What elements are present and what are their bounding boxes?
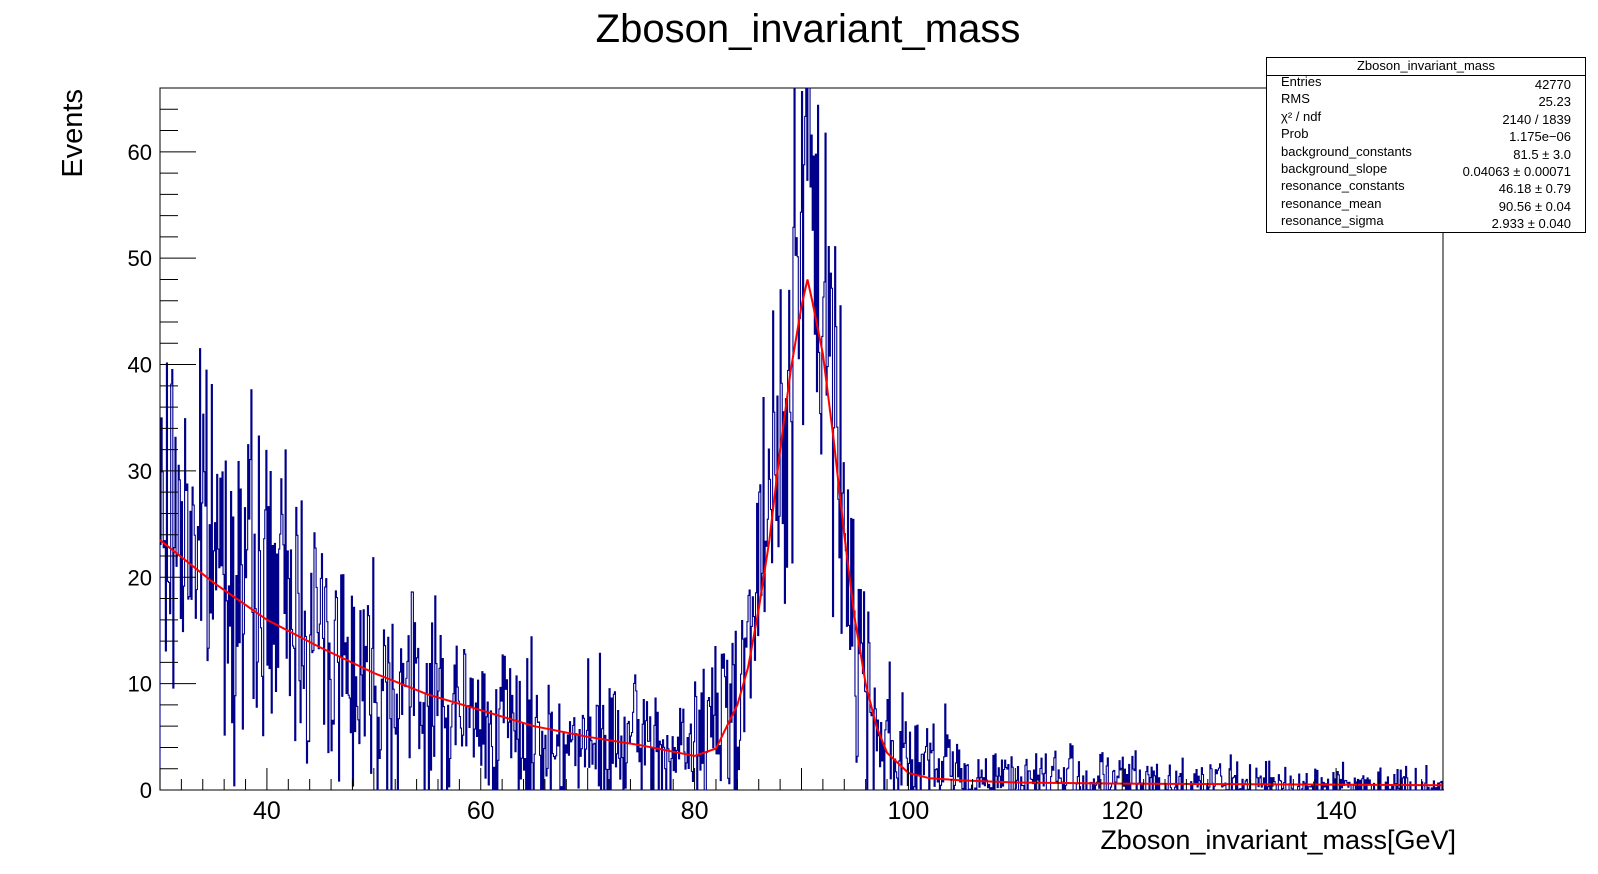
stats-key: RMS [1281,91,1310,107]
stats-row: resonance_mean 90.56 ± 0.04 [1267,195,1585,215]
x-tick-label: 40 [253,797,281,825]
stats-key: Prob [1281,126,1309,142]
stats-row: resonance_sigma 2.933 ± 0.040 [1267,213,1585,232]
stats-key: background_slope [1281,160,1388,176]
stats-key: resonance_mean [1281,195,1382,211]
y-tick-label: 10 [128,672,152,697]
stats-value: 81.5 ± 3.0 [1513,146,1571,162]
stats-value: 42770 [1534,77,1571,92]
x-axis-label: Zboson_invariant_mass[GeV] [1100,825,1456,855]
stats-row: background_slope 0.04063 ± 0.00071 [1267,160,1585,180]
stats-value: 0.04063 ± 0.00071 [1462,163,1571,179]
chart-title: Zboson_invariant_mass [596,7,1021,51]
x-tick-label: 60 [467,797,495,825]
x-tick-label: 80 [681,797,709,825]
fit-curve [159,279,1444,787]
x-tick-label: 100 [888,797,930,825]
histogram-series [159,87,1445,791]
y-tick-label: 60 [128,140,152,165]
stats-row: background_constants 81.5 ± 3.0 [1267,143,1585,163]
stats-value: 46.18 ± 0.79 [1498,181,1571,197]
stats-row: Entries 42770 [1267,74,1585,93]
stats-value: 25.23 [1538,94,1571,110]
stats-row: χ² / ndf 2140 / 1839 [1267,108,1585,128]
stats-row: RMS 25.23 [1267,91,1585,110]
stats-value: 2140 / 1839 [1502,111,1571,127]
stats-box: Zboson_invariant_mass Entries 42770 RMS 25.… [1266,57,1586,233]
axes: 0 10 20 30 40 50 60 40 60 80 100 120 140 [128,87,1444,825]
stats-box-title: Zboson_invariant_mass [1267,58,1585,76]
stats-key: resonance_sigma [1281,213,1384,229]
stats-row: resonance_constants 46.18 ± 0.79 [1267,178,1585,197]
x-tick-label: 120 [1101,797,1143,825]
y-tick-label: 20 [128,565,152,590]
histogram-outline [159,87,1445,791]
y-tick-label: 30 [128,459,152,484]
stats-value: 1.175e−06 [1509,129,1571,145]
stats-value: 90.56 ± 0.04 [1498,198,1571,214]
stats-key: Entries [1281,74,1322,89]
x-tick-label: 140 [1315,797,1357,825]
stats-row: Prob 1.175e−06 [1267,126,1585,145]
y-tick-label: 50 [128,246,152,271]
stats-value: 2.933 ± 0.040 [1491,216,1571,232]
fit-curve-series [159,279,1444,787]
stats-key: background_constants [1281,143,1412,159]
stats-key: resonance_constants [1281,178,1405,194]
stats-key: χ² / ndf [1281,108,1322,124]
y-tick-label: 0 [140,778,152,803]
y-axis-label: Events [57,89,89,178]
y-tick-label: 40 [128,353,152,378]
